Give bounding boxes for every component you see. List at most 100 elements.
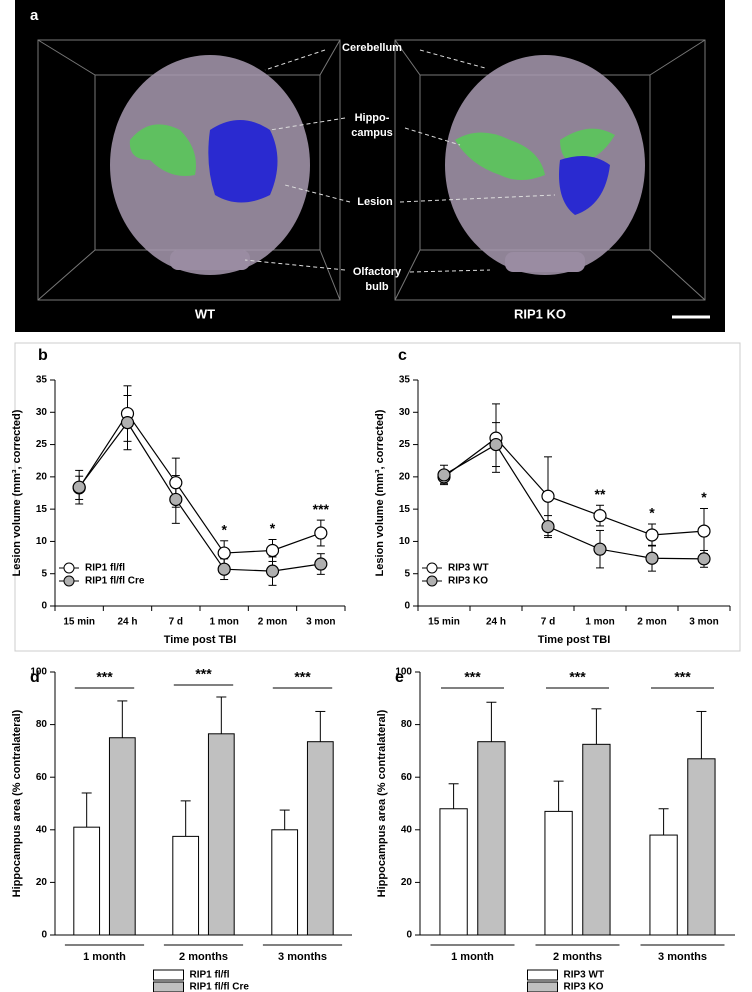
panel-label: e [395,669,404,686]
bar [108,737,136,936]
point [314,557,328,571]
legend-marker [426,562,438,574]
bar [73,826,101,936]
x-axis-label: Time post TBI [164,634,237,646]
significance: *** [313,501,330,517]
legend-swatch [527,981,558,992]
olfactory-ko [505,252,585,272]
point [697,552,711,566]
legend-label: RIP1 fl/fl Cre [85,576,145,587]
y-axis-label: Lesion volume (mm³, corrected) [11,409,23,576]
y-tick-label: 5 [41,568,47,579]
significance: * [270,520,276,536]
x-tick-label: 24 h [486,617,506,628]
panel-label: a [30,7,39,24]
point [120,416,135,430]
bar [207,733,235,936]
y-tick-label: 0 [406,930,412,941]
structure-label: Olfactory [353,266,402,278]
bar [687,758,716,936]
x-tick-label: 15 min [428,617,460,628]
x-tick-label: 3 mon [306,617,335,628]
significance: *** [569,669,586,685]
y-tick-label: 15 [399,504,411,515]
olfactory-wt [170,250,250,270]
bar [172,835,200,936]
point [265,543,280,558]
hippocampus-ko-left [455,132,545,180]
panel-label: b [38,347,48,364]
legend-swatch [153,981,184,992]
significance: *** [674,669,691,685]
y-tick-label: 30 [399,407,411,418]
y-tick-label: 30 [36,407,48,418]
x-tick-label: 1 month [451,951,494,963]
hippocampus-wt [129,124,196,176]
y-axis-label: Lesion volume (mm³, corrected) [374,409,386,576]
y-tick-label: 25 [399,439,411,450]
panel-frame [14,342,741,652]
y-tick-label: 80 [36,719,48,730]
genotype-label: RIP1 KO [514,306,566,321]
x-tick-label: 3 months [658,951,707,963]
y-tick-label: 100 [395,667,412,678]
point [645,551,659,565]
significance: * [221,521,227,537]
y-tick-label: 25 [36,439,48,450]
x-tick-label: 1 mon [585,617,614,628]
y-tick-label: 20 [36,471,48,482]
series-line [78,412,322,554]
panel-label: d [30,669,40,686]
legend-label: RIP3 WT [448,563,489,574]
legend-label: RIP3 KO [564,982,604,992]
wireframe [37,39,706,301]
structure-label: Hippo- [355,112,390,124]
legend-label: RIP3 WT [564,970,605,981]
point [593,542,607,556]
series-line [443,443,705,560]
significance: *** [464,669,481,685]
pointer-arrows [244,49,556,273]
x-tick-label: 2 mon [258,617,287,628]
y-tick-label: 100 [30,667,47,678]
bar [306,741,334,936]
structure-label: campus [351,127,393,139]
y-tick-label: 10 [399,536,411,547]
y-tick-label: 60 [401,772,413,783]
y-tick-label: 0 [41,930,47,941]
x-tick-label: 7 d [169,617,183,628]
x-tick-label: 3 mon [689,617,718,628]
structure-label: bulb [365,281,388,293]
x-tick-label: 7 d [541,617,555,628]
x-tick-label: 15 min [63,617,95,628]
point [489,437,503,452]
y-tick-label: 35 [399,375,411,386]
point [697,524,711,538]
structure-label: Cerebellum [342,42,402,54]
significance: * [649,505,655,521]
legend-marker [426,575,438,587]
legend-label: RIP1 fl/fl [190,970,230,981]
y-tick-label: 0 [41,601,47,612]
genotype-label: WT [195,306,215,321]
point [265,564,280,578]
point [593,508,607,523]
image-labels: a Cerebellum Hippo- campus Lesion Olfact… [30,7,566,321]
bar [439,808,468,936]
significance: ** [595,486,606,502]
point [169,492,183,507]
bar [477,741,506,936]
lesion-wt [208,120,278,203]
significance: * [701,489,707,505]
y-tick-label: 80 [401,719,413,730]
significance: *** [195,666,212,682]
point [314,526,328,540]
legend-label: RIP1 fl/fl Cre [190,982,250,992]
x-axis-label: Time post TBI [538,634,611,646]
series-line [443,437,705,536]
point [217,546,231,560]
point [645,528,659,542]
structure-label: Lesion [357,196,393,208]
y-tick-label: 0 [404,601,410,612]
